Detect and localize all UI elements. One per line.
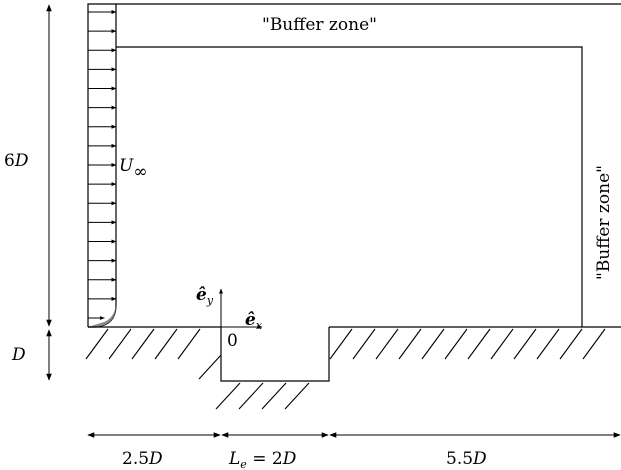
hatch-line xyxy=(177,328,201,360)
wall-hatching xyxy=(85,328,606,410)
dim-cavity-label: Le = 2D xyxy=(228,449,297,470)
inner-buffer-boundary xyxy=(116,46,583,327)
buffer-zone-top-label: "Buffer zone" xyxy=(262,15,377,35)
inflow-arrows xyxy=(88,10,117,320)
hatch-line xyxy=(261,382,287,410)
hatch-line xyxy=(131,328,155,360)
hatch-line xyxy=(284,382,310,410)
buffer-zone-right-label: "Buffer zone" xyxy=(594,165,614,280)
hatch-line xyxy=(398,328,422,360)
inflow-velocity-label: U∞ xyxy=(119,156,148,182)
height-dimension-label: 6D xyxy=(4,151,29,171)
hatch-line xyxy=(444,328,468,360)
cavity-depth-label: D xyxy=(11,345,26,365)
cavity-walls xyxy=(220,327,330,382)
hatch-line xyxy=(238,382,264,410)
hatch-line xyxy=(559,328,583,360)
hatch-line xyxy=(352,328,376,360)
dim-downstream-label: 5.5D xyxy=(446,449,487,469)
hatch-line xyxy=(375,328,399,360)
hatch-line xyxy=(215,382,241,410)
ex-label: êx xyxy=(245,310,263,332)
hatch-line xyxy=(467,328,491,360)
hatch-line xyxy=(198,354,222,380)
hatch-line xyxy=(582,328,606,360)
dim-upstream-label: 2.5D xyxy=(122,449,163,469)
outer-domain-boundary xyxy=(87,3,621,327)
hatch-line xyxy=(421,328,445,360)
boundary-layer-fill xyxy=(88,305,116,327)
hatch-line xyxy=(329,328,353,360)
ey-label: êy xyxy=(196,285,214,307)
origin-label: 0 xyxy=(227,331,238,351)
hatch-line xyxy=(490,328,514,360)
hatch-line xyxy=(154,328,178,360)
hatch-line xyxy=(536,328,560,360)
hatch-line xyxy=(513,328,537,360)
hatch-line xyxy=(108,328,132,360)
hatch-line xyxy=(85,328,109,360)
